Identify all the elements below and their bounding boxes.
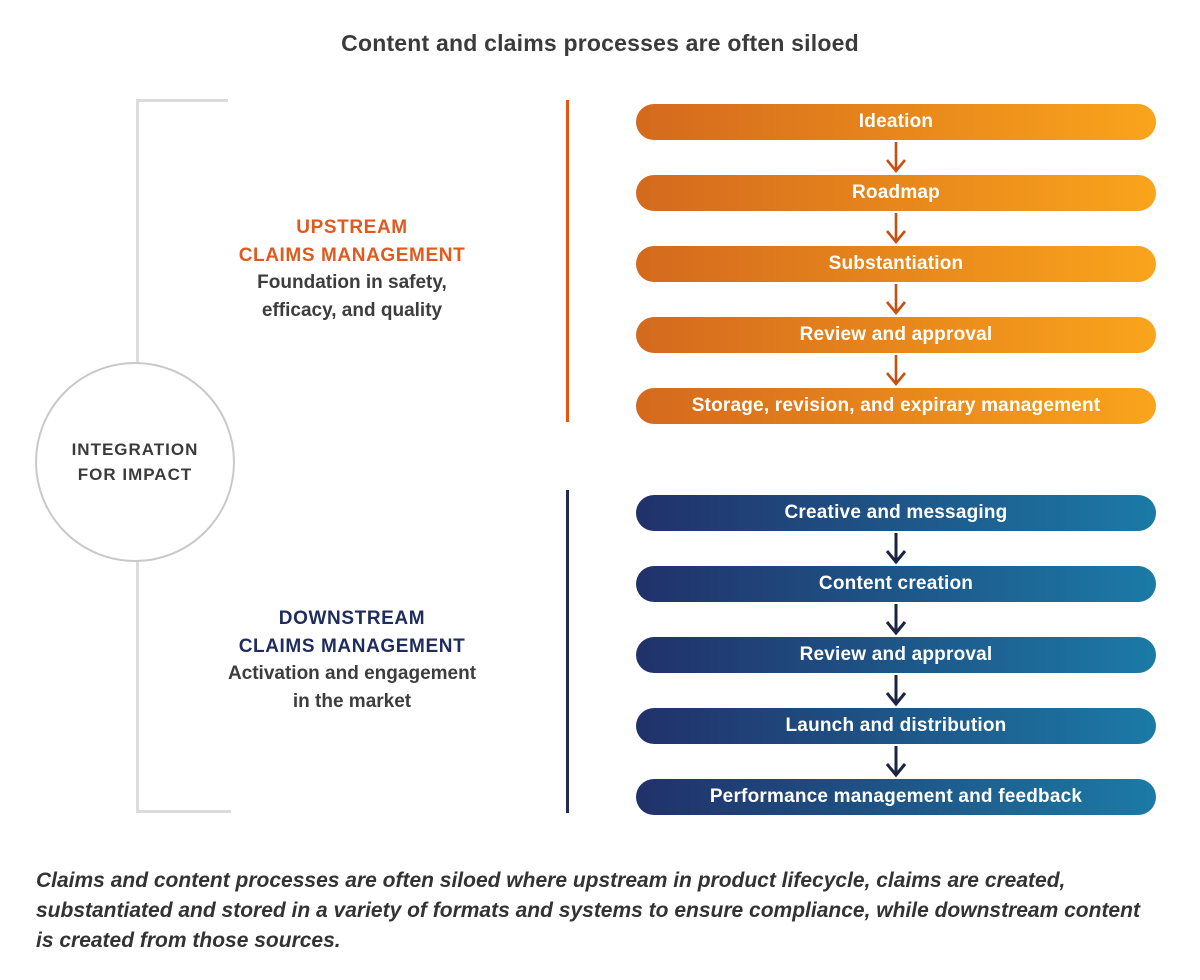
upstream-section-label: UPSTREAM CLAIMS MANAGEMENT Foundation in… [167,214,537,324]
arrow-down-icon [885,142,907,174]
arrow-down-icon [885,355,907,387]
downstream-step: Performance management and feedback [636,779,1156,815]
upstream-step: Substantiation [636,246,1156,282]
upstream-flow: Ideation Roadmap Substantiation Review a… [636,104,1156,424]
downstream-heading-line1: DOWNSTREAM [278,608,426,629]
arrow-gap [636,602,1156,637]
arrow-gap [636,531,1156,566]
downstream-step: Creative and messaging [636,495,1156,531]
upstream-divider-line [566,100,569,422]
downstream-section-label: DOWNSTREAM CLAIMS MANAGEMENT Activation … [167,605,537,715]
arrow-down-icon [885,675,907,707]
arrow-down-icon [885,533,907,565]
upstream-subheading-line1: Foundation in safety, [257,272,447,294]
upstream-step: Review and approval [636,317,1156,353]
downstream-flow: Creative and messaging Content creation … [636,495,1156,815]
bracket-top-tick [136,99,228,102]
bracket-bottom-tick [136,810,231,813]
downstream-step: Launch and distribution [636,708,1156,744]
arrow-gap [636,744,1156,779]
downstream-step: Review and approval [636,637,1156,673]
downstream-divider-line [566,490,569,813]
upstream-subheading-line2: efficacy, and quality [261,299,443,321]
upstream-step: Ideation [636,104,1156,140]
integration-circle-label: INTEGRATION FOR IMPACT [72,437,199,488]
upstream-step: Storage, revision, and expirary manageme… [636,388,1156,424]
integration-circle: INTEGRATION FOR IMPACT [35,362,235,562]
arrow-gap [636,353,1156,388]
arrow-down-icon [885,213,907,245]
arrow-gap [636,282,1156,317]
upstream-heading-line1: UPSTREAM [296,217,408,238]
upstream-step: Roadmap [636,175,1156,211]
arrow-down-icon [885,746,907,778]
upstream-heading-line2: CLAIMS MANAGEMENT [238,244,466,266]
caption-line3: is created from those sources. [36,928,341,952]
downstream-heading-line2: CLAIMS MANAGEMENT [238,635,466,657]
integration-label-line2: FOR IMPACT [77,465,193,484]
figure-caption: Claims and content processes are often s… [36,866,1176,955]
arrow-gap [636,211,1156,246]
integration-label-line1: INTEGRATION [71,439,199,459]
caption-line1: Claims and content processes are often s… [36,869,1066,892]
arrow-down-icon [885,284,907,316]
arrow-gap [636,673,1156,708]
downstream-subheading-line2: in the market [292,690,412,712]
caption-line2: substantiated and stored in a variety of… [36,898,1140,922]
downstream-step: Content creation [636,566,1156,602]
arrow-down-icon [885,604,907,636]
arrow-gap [636,140,1156,175]
downstream-subheading-line1: Activation and engagement [227,663,477,685]
page-title: Content and claims processes are often s… [341,30,859,56]
